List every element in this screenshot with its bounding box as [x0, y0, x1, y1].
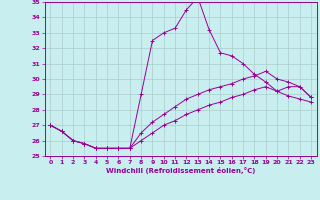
X-axis label: Windchill (Refroidissement éolien,°C): Windchill (Refroidissement éolien,°C): [106, 167, 255, 174]
